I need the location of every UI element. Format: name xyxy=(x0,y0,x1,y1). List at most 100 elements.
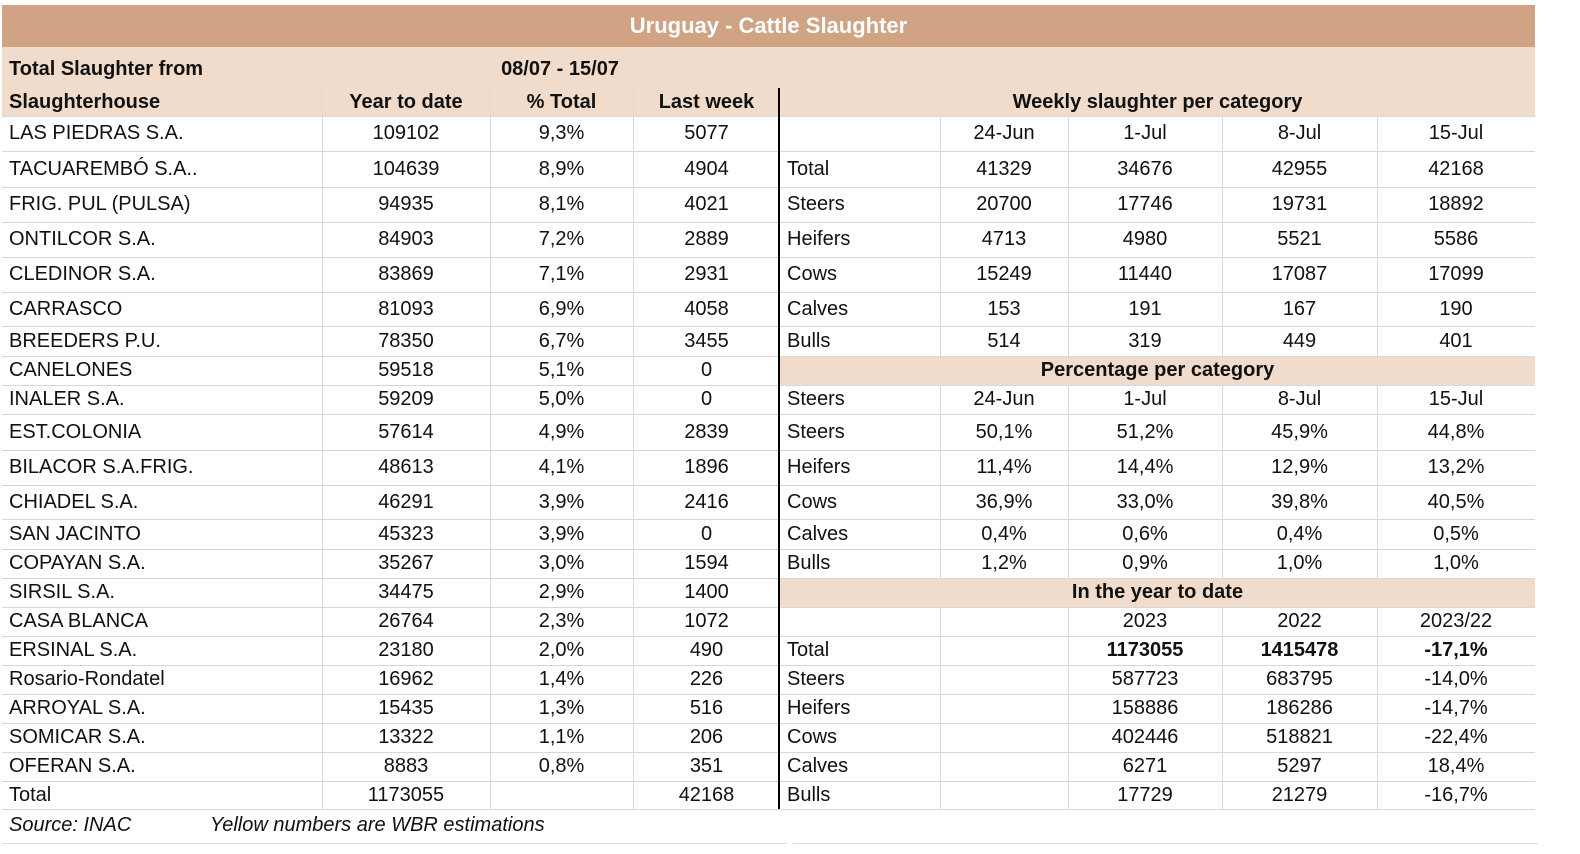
slaughterhouse: CASA BLANCA xyxy=(9,610,148,632)
row-line xyxy=(2,326,1535,327)
cell: 17087 xyxy=(1271,263,1328,285)
row-line xyxy=(2,694,1535,695)
cell: 3,9% xyxy=(538,522,585,545)
note: Yellow numbers are WBR estimations xyxy=(210,813,545,836)
cell: 0,9% xyxy=(1122,552,1168,574)
cell: 50,1% xyxy=(975,420,1033,443)
cell: 18,4% xyxy=(1427,755,1485,777)
cell: 109102 xyxy=(372,122,440,144)
column-header: 2023 xyxy=(1122,610,1168,632)
cell: 17746 xyxy=(1117,193,1173,215)
cell: 3455 xyxy=(684,329,729,352)
row-line xyxy=(2,809,1535,810)
cell: 51,2% xyxy=(1116,420,1174,443)
row-line xyxy=(2,578,1535,579)
slaughterhouse: TACUAREMBÓ S.A.. xyxy=(9,157,198,180)
cell: 40,5% xyxy=(1427,490,1485,513)
slaughterhouse: LAS PIEDRAS S.A. xyxy=(9,122,184,144)
cell: 34475 xyxy=(378,581,434,603)
cell: 59518 xyxy=(378,359,434,381)
cell: 0,4% xyxy=(981,522,1027,545)
cell: 0 xyxy=(700,359,713,381)
cell: 1,4% xyxy=(538,668,585,690)
cell: 7,1% xyxy=(538,263,585,285)
row-line xyxy=(2,519,1535,520)
cell: 8,1% xyxy=(538,193,585,215)
cell: 35267 xyxy=(378,552,434,574)
cell: 18892 xyxy=(1428,193,1484,215)
cell: 490 xyxy=(689,639,724,661)
row-line xyxy=(2,636,1535,637)
cell: 2839 xyxy=(684,420,729,443)
cell: 5,1% xyxy=(538,359,585,381)
row-line xyxy=(2,485,1535,486)
cell: 1173055 xyxy=(1106,639,1184,661)
cell: 0,6% xyxy=(1122,522,1168,545)
section-band xyxy=(780,356,1535,385)
column-header: 8-Jul xyxy=(1277,388,1322,410)
col-line xyxy=(633,88,634,809)
cell: 518821 xyxy=(1266,726,1333,748)
slaughterhouse: CANELONES xyxy=(9,359,133,381)
col-line xyxy=(322,88,323,809)
column-header: Slaughterhouse xyxy=(9,90,161,113)
row-line xyxy=(2,752,1535,753)
cell: 14,4% xyxy=(1116,456,1174,478)
cell: 0,8% xyxy=(538,755,585,777)
cell: -14,0% xyxy=(1424,668,1488,690)
col-line xyxy=(1222,116,1223,356)
cell: 2416 xyxy=(684,490,729,513)
row-line xyxy=(2,222,1535,223)
cell: 0 xyxy=(700,388,713,410)
cell: 4058 xyxy=(684,297,729,320)
row-line xyxy=(2,607,1535,608)
slaughterhouse: CLEDINOR S.A. xyxy=(9,263,156,285)
cell: 4,9% xyxy=(538,420,585,443)
cell: 39,8% xyxy=(1271,490,1328,513)
cell: 42955 xyxy=(1271,157,1328,180)
header-band xyxy=(2,47,1535,116)
cell: 84903 xyxy=(378,228,434,250)
cell: 2,0% xyxy=(538,639,585,661)
total-cell: 1173055 xyxy=(367,783,445,806)
cell: 46291 xyxy=(378,490,434,513)
cell: 190 xyxy=(1439,297,1473,320)
row-line xyxy=(2,116,1535,117)
col-line xyxy=(940,607,941,809)
cell: 17099 xyxy=(1428,263,1484,285)
cell: 167 xyxy=(1282,297,1317,320)
col-line xyxy=(1068,607,1069,809)
slaughterhouse: EST.COLONIA xyxy=(9,420,142,443)
col-line xyxy=(1377,116,1378,356)
category: Calves xyxy=(787,755,849,777)
cell: 11,4% xyxy=(976,456,1032,478)
cell: 1,0% xyxy=(1433,552,1479,574)
slaughterhouse: SOMICAR S.A. xyxy=(9,726,146,748)
column-header: Steers xyxy=(787,388,845,410)
column-header: Year to date xyxy=(349,90,463,113)
row-line xyxy=(2,257,1535,258)
cell: 5297 xyxy=(1277,755,1322,777)
cell: 36,9% xyxy=(975,490,1033,513)
category: Heifers xyxy=(787,697,851,719)
col-line xyxy=(1377,607,1378,809)
cell: -22,4% xyxy=(1424,726,1488,748)
slaughterhouse: INALER S.A. xyxy=(9,388,125,410)
cell: 1072 xyxy=(684,610,729,632)
cell: 4904 xyxy=(684,157,729,180)
slaughterhouse: COPAYAN S.A. xyxy=(9,552,146,574)
cell: 48613 xyxy=(378,456,434,478)
row-line xyxy=(2,450,1535,451)
cell: 20700 xyxy=(976,193,1032,215)
date-header: 15-Jul xyxy=(1428,122,1484,144)
cell: 4,1% xyxy=(538,456,585,478)
cell: 0,5% xyxy=(1433,522,1479,545)
cell: 5077 xyxy=(684,122,729,144)
cell: 34676 xyxy=(1117,157,1173,180)
cell: 2,3% xyxy=(538,610,585,632)
cell: 11440 xyxy=(1117,263,1173,285)
cell: 59209 xyxy=(378,388,434,410)
category: Calves xyxy=(787,522,849,545)
slaughterhouse: CHIADEL S.A. xyxy=(9,490,139,513)
